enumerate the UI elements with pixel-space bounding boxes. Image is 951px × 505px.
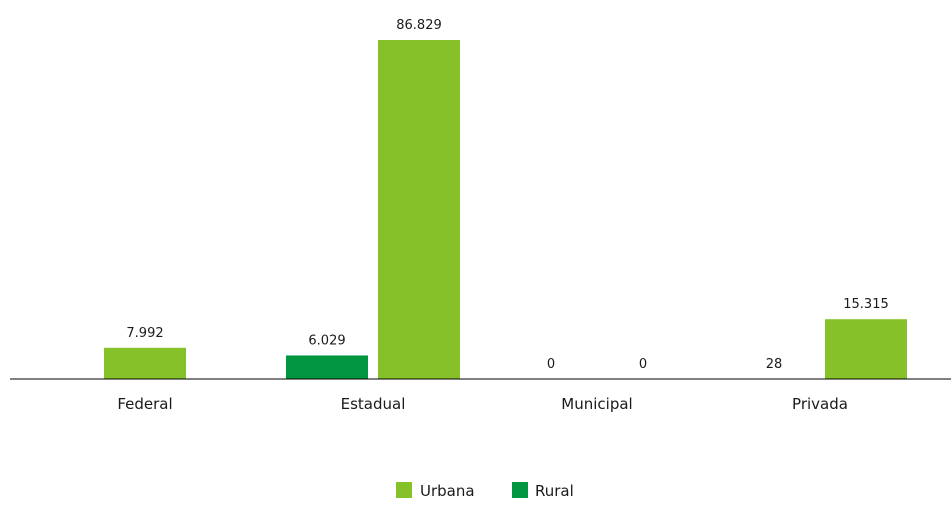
data-label-urbana-federal: 7.992 [126, 326, 163, 341]
data-label-rural-estadual: 6.029 [308, 333, 345, 348]
data-label-rural-privada: 28 [766, 357, 783, 372]
data-labels-layer: 7.992 6.029 86.829 0 0 28 15.315 [126, 18, 888, 372]
category-label-federal: Federal [117, 395, 172, 413]
bar-urbana-estadual [378, 40, 460, 379]
data-label-rural-municipal: 0 [547, 357, 555, 372]
legend-label-urbana: Urbana [420, 482, 475, 500]
data-label-urbana-estadual: 86.829 [396, 18, 442, 33]
bar-urbana-federal [104, 348, 186, 379]
bar-rural-estadual [286, 355, 368, 379]
legend: Urbana Rural [396, 482, 574, 500]
bars-layer [104, 40, 907, 379]
legend-swatch-urbana [396, 482, 412, 498]
category-label-municipal: Municipal [561, 395, 632, 413]
category-labels-layer: Federal Estadual Municipal Privada [117, 395, 848, 413]
bar-urbana-privada [825, 319, 907, 379]
category-label-estadual: Estadual [341, 395, 406, 413]
legend-swatch-rural [512, 482, 528, 498]
category-label-privada: Privada [792, 395, 848, 413]
data-label-urbana-municipal: 0 [639, 357, 647, 372]
data-label-urbana-privada: 15.315 [843, 297, 889, 312]
legend-label-rural: Rural [535, 482, 574, 500]
